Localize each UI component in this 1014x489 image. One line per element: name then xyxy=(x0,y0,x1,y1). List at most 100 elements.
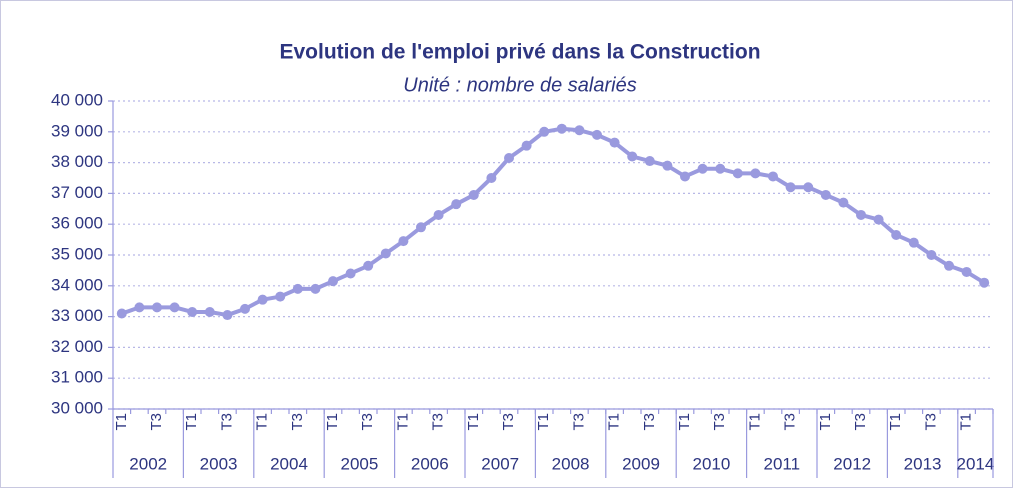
x-tick-label: T3 xyxy=(641,413,658,431)
data-point xyxy=(944,260,954,271)
x-tick-label: T1 xyxy=(394,413,411,431)
year-label: 2009 xyxy=(622,454,660,473)
data-point xyxy=(908,237,919,248)
data-point xyxy=(433,209,444,220)
data-point xyxy=(398,236,409,247)
x-tick-label: T1 xyxy=(465,413,482,431)
y-tick-label: 38 000 xyxy=(51,152,103,171)
data-point xyxy=(627,151,638,162)
data-point xyxy=(468,189,479,200)
data-point xyxy=(820,189,831,200)
data-point xyxy=(275,291,286,302)
x-tick-label: T1 xyxy=(113,413,130,431)
x-tick-label: T3 xyxy=(500,413,517,431)
y-tick-label: 37 000 xyxy=(51,183,103,202)
data-point xyxy=(504,152,514,163)
year-label: 2002 xyxy=(129,454,167,473)
x-tick-label: T3 xyxy=(922,413,939,431)
data-point xyxy=(416,222,426,233)
x-tick-label: T3 xyxy=(430,413,447,431)
data-point xyxy=(451,199,462,210)
data-point xyxy=(116,308,127,319)
data-point xyxy=(961,266,972,277)
x-tick-label: T3 xyxy=(782,413,799,431)
x-tick-label: T1 xyxy=(183,413,200,431)
data-point xyxy=(803,182,814,193)
x-tick-label: T3 xyxy=(289,413,306,431)
x-tick-label: T1 xyxy=(746,413,763,431)
data-point xyxy=(292,283,303,294)
x-tick-label: T1 xyxy=(958,413,975,431)
data-point xyxy=(732,168,743,179)
y-tick-label: 35 000 xyxy=(51,244,103,263)
data-point xyxy=(363,260,374,271)
data-point xyxy=(134,302,145,313)
data-point xyxy=(187,306,198,317)
data-point xyxy=(539,126,550,137)
data-point xyxy=(204,306,215,317)
data-point xyxy=(310,283,321,294)
year-label: 2014 xyxy=(956,454,994,473)
data-point xyxy=(979,277,990,288)
data-point xyxy=(750,168,761,179)
year-label: 2004 xyxy=(270,454,308,473)
year-label: 2011 xyxy=(764,454,801,473)
data-point xyxy=(169,302,180,313)
data-point xyxy=(240,303,250,314)
data-point xyxy=(257,294,268,305)
data-point xyxy=(891,229,902,240)
year-label: 2003 xyxy=(200,454,238,473)
data-point xyxy=(873,214,884,225)
data-point xyxy=(856,209,866,220)
year-label: 2005 xyxy=(340,454,378,473)
data-point xyxy=(521,140,532,151)
year-label: 2013 xyxy=(904,454,942,473)
year-label: 2006 xyxy=(411,454,449,473)
y-tick-label: 39 000 xyxy=(51,121,103,140)
data-point xyxy=(785,182,796,193)
data-point xyxy=(644,156,655,167)
data-point xyxy=(345,268,356,279)
data-point xyxy=(152,302,162,313)
data-point xyxy=(222,310,233,321)
year-label: 2008 xyxy=(552,454,590,473)
chart-subtitle: Unité : nombre de salariés xyxy=(403,74,636,96)
y-tick-label: 34 000 xyxy=(51,275,103,294)
data-point xyxy=(680,171,690,182)
data-point xyxy=(768,171,778,182)
x-tick-label: T1 xyxy=(676,413,693,431)
data-point xyxy=(662,160,673,171)
x-tick-label: T1 xyxy=(254,413,271,431)
y-tick-label: 30 000 xyxy=(51,398,103,417)
chart-title: Evolution de l'emploi privé dans la Cons… xyxy=(279,41,760,64)
x-tick-label: T3 xyxy=(218,413,235,431)
y-tick-label: 33 000 xyxy=(51,306,103,325)
y-tick-label: 40 000 xyxy=(51,90,103,109)
x-tick-label: T1 xyxy=(535,413,552,431)
x-tick-label: T3 xyxy=(359,413,376,431)
x-tick-label: T3 xyxy=(711,413,728,431)
data-point xyxy=(574,125,585,136)
x-tick-label: T1 xyxy=(817,413,834,431)
data-point xyxy=(556,123,567,134)
data-point xyxy=(697,163,708,174)
year-label: 2010 xyxy=(692,454,730,473)
x-tick-label: T3 xyxy=(852,413,869,431)
y-tick-label: 31 000 xyxy=(51,368,103,387)
year-label: 2012 xyxy=(833,454,871,473)
y-tick-label: 32 000 xyxy=(51,337,103,356)
x-tick-label: T3 xyxy=(148,413,165,431)
data-point xyxy=(715,163,726,174)
x-tick-label: T1 xyxy=(606,413,623,431)
data-point xyxy=(328,276,338,287)
data-point xyxy=(592,129,602,140)
x-tick-label: T1 xyxy=(324,413,341,431)
data-point xyxy=(926,250,937,260)
year-label: 2007 xyxy=(481,454,519,473)
data-point xyxy=(486,173,497,183)
x-tick-label: T1 xyxy=(887,413,904,431)
data-point xyxy=(380,248,391,259)
data-point xyxy=(609,137,620,148)
